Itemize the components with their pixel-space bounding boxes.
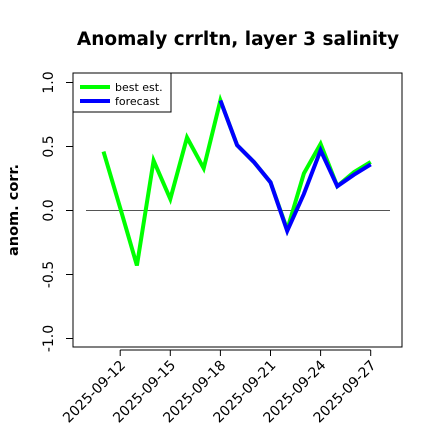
y-axis: -1.0 -0.5 0.0 0.5 1.0 [41,71,74,352]
y-tick-label: 0.5 [41,135,57,157]
y-tick-label: -1.0 [41,325,57,352]
legend-label-best-est: best est. [115,81,163,94]
y-tick-label: 1.0 [41,71,57,93]
chart-title: Anomaly crrltn, layer 3 salinity [77,29,399,50]
y-tick-label: -0.5 [41,261,57,288]
legend-box [72,72,172,113]
y-tick-label: 0.0 [41,199,57,221]
series-line-forecast [218,99,372,237]
series-layer [101,93,372,267]
y-axis-label: anom. corr. [6,164,22,256]
x-axis: 2025-09-122025-09-152025-09-182025-09-21… [60,349,380,426]
series-line-best-est [101,93,372,267]
legend-label-forecast: forecast [115,95,160,108]
legend: best est. forecast [72,72,172,113]
